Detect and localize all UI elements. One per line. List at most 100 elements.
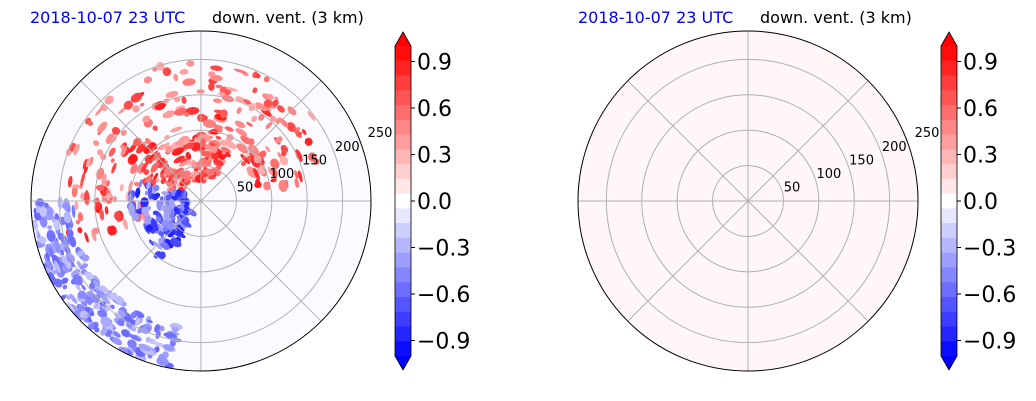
panel-right: 50 100 150 200 250 0.9 0.6 0.3 0.0 −0.3 −0.6 −0.9 2…: [546, 0, 1036, 401]
radial-tick-label: 50: [784, 180, 801, 195]
colorbar-level: [941, 252, 957, 268]
colorbar-level: [395, 105, 411, 121]
colorbar-outline: [940, 31, 958, 371]
field-blob: [200, 169, 205, 174]
field-blob: [63, 211, 72, 224]
field-blob: [111, 162, 117, 174]
field-blob: [94, 327, 100, 333]
field-blob: [127, 339, 137, 349]
field-blob: [225, 87, 238, 92]
polar-plot-left: 50 100 150 200 250 0.9 0.6 0.3 0.0 −0.3 −0.6 −0.9: [30, 30, 470, 372]
field-blob: [121, 129, 127, 136]
field-blob: [210, 65, 223, 71]
field-blob: [160, 177, 167, 185]
field-blob: [45, 252, 50, 262]
field-blob: [95, 202, 103, 209]
field-blob: [270, 158, 280, 170]
field-blob: [150, 219, 159, 232]
colorbar-level: [395, 60, 411, 77]
colorbar-level: [395, 90, 411, 106]
field-blob: [97, 149, 103, 156]
field-blob: [67, 175, 73, 188]
field-blob: [178, 160, 190, 167]
field-blob: [152, 125, 158, 131]
field-blob: [265, 121, 273, 130]
grid-spoke: [747, 80, 869, 202]
field-blob: [128, 202, 135, 217]
field-blob: [155, 192, 161, 198]
field-blob: [313, 158, 320, 165]
field-blob: [88, 156, 94, 166]
field-blob: [246, 121, 253, 127]
colorbar-level: [941, 134, 957, 150]
field-blob: [242, 99, 252, 105]
field-blob: [77, 212, 84, 222]
field-blob: [145, 224, 154, 232]
field-blob: [53, 239, 61, 253]
field-blob: [171, 326, 179, 332]
field-blob: [152, 67, 158, 72]
field-blob: [210, 75, 223, 81]
field-blob: [108, 147, 116, 157]
field-blob: [176, 140, 183, 146]
field-blob: [220, 146, 232, 154]
field-blob: [85, 157, 91, 168]
colorbar-tick-label: −0.9: [417, 330, 470, 355]
field-blob: [104, 206, 109, 215]
field-blob: [35, 198, 45, 207]
polar-frame: [30, 30, 372, 372]
field-blob: [93, 302, 101, 310]
field-blob: [182, 78, 196, 86]
field-blob: [208, 157, 213, 162]
field-blob: [76, 250, 85, 257]
field-blob: [153, 184, 160, 192]
field-blob: [154, 101, 166, 111]
field-blob: [213, 98, 222, 104]
field-blob: [141, 161, 149, 173]
field-blob: [101, 173, 107, 187]
field-blob: [265, 145, 271, 153]
field-blob: [161, 191, 170, 196]
field-blob: [173, 167, 184, 177]
field-blob: [138, 343, 152, 352]
colorbar-level: [941, 149, 957, 165]
field-blob: [173, 206, 180, 215]
colorbar-extend-bottom: [941, 356, 957, 370]
field-blob: [73, 143, 80, 156]
field-blob: [97, 121, 108, 134]
field-blob: [130, 163, 138, 175]
field-blob: [146, 181, 151, 190]
field-blob: [100, 294, 109, 303]
field-blob: [172, 147, 184, 156]
grid-spoke: [200, 200, 322, 322]
field-blob: [46, 229, 56, 242]
field-blob: [235, 128, 247, 137]
field-blob: [136, 143, 146, 154]
colorbar-level: [395, 223, 411, 239]
field-blob: [170, 126, 183, 133]
colorbar-tick-label: 0.6: [963, 97, 998, 122]
field-blob: [112, 337, 123, 346]
colorbar-level: [941, 60, 957, 77]
field-blob: [84, 306, 95, 317]
field-blob: [148, 239, 155, 246]
colorbar-level: [395, 341, 411, 357]
radial-tick-label: 200: [335, 140, 360, 155]
field-blob: [236, 143, 249, 154]
field-blob: [93, 275, 100, 284]
field-blob: [39, 206, 48, 217]
field-blob: [297, 170, 303, 183]
field-blob: [255, 102, 268, 112]
field-blob: [133, 310, 145, 319]
field-blob: [222, 139, 230, 147]
field-blob: [163, 166, 173, 176]
colorbar-level: [395, 252, 411, 268]
field-blob: [81, 172, 86, 183]
field-blob: [128, 333, 141, 342]
field-blob: [280, 144, 289, 154]
field-blob: [274, 136, 283, 144]
field-blob: [114, 211, 122, 221]
field-blob: [221, 150, 227, 155]
field-blob: [180, 202, 185, 211]
field-blob: [163, 332, 178, 339]
